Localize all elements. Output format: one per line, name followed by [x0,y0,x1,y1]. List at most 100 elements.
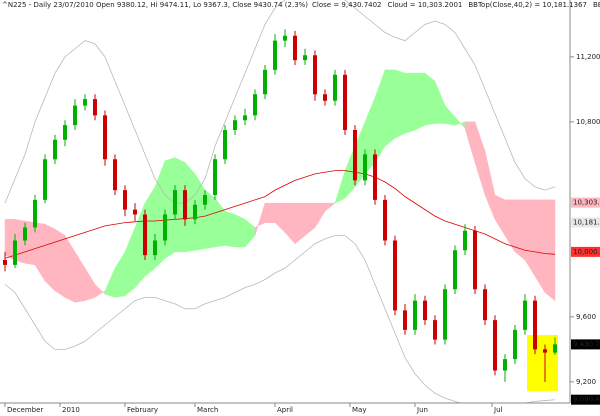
candle-body [553,344,557,353]
x-tick-label: 2010 [62,406,80,414]
cloud-segment [434,81,446,124]
cloud-segment [124,227,136,297]
y-tick-label: 9,200 [576,378,596,386]
candle-body [123,190,127,210]
candle-body [53,139,57,160]
candle-body [533,300,537,350]
value-tag-box [571,197,600,208]
candle-body [33,199,37,228]
candle-body [243,115,247,121]
candle-body [283,35,287,41]
candle-body [3,260,7,265]
cloud-segment [414,72,426,131]
x-tick-label: May [352,406,366,414]
candle-body [233,120,237,130]
cloud-segment [114,250,126,298]
x-tick-label: March [197,406,218,414]
cloud-segment [524,199,536,278]
cloud-segment [234,214,246,248]
candle-body [513,329,517,360]
cloud-segment [264,202,276,223]
candle-body [143,214,147,256]
candle-body [183,190,187,220]
bb-top-line [4,0,556,204]
legend-entry: Cloud = 10,303.2001 [388,1,463,9]
candle-body [273,40,277,70]
cloud-segment [424,72,436,126]
value-tag-label: 10,000.0 [573,248,600,256]
cloud-segment [454,116,466,130]
cloud-segment [444,104,456,126]
candle-body [313,55,317,95]
candle-body [173,190,177,215]
value-tag-box [571,394,600,405]
candle-body [423,300,427,321]
cloud-segment [334,170,346,204]
candle-body [293,35,297,61]
value-tag-label: 9,090.42 [573,396,600,404]
cloud-segment [94,283,106,298]
candle-body [353,130,357,181]
x-tick-label: April [277,406,293,414]
cloud-segment [544,199,556,302]
candle-body [223,130,227,160]
candle-body [203,195,207,205]
cloud-segment [494,194,506,237]
cloud-segment [254,203,266,236]
plot-area [3,0,558,403]
cloud-segment [304,202,316,237]
candle-body [43,159,47,200]
candle-body [393,240,397,311]
candle-body [323,94,327,101]
x-tick-label: February [127,406,158,414]
y-tick-label: 10,800 [576,118,600,126]
x-tick-label: Jun [416,406,428,414]
candle-body [343,74,347,130]
bb-bottom-line [4,235,556,403]
cloud-segment [44,223,56,292]
candle-body [113,159,117,191]
cloud-segment [464,121,476,163]
candle-body [213,159,217,195]
legend-entry: BBTop(Close,40,2) = 10,181.1367 [468,1,587,9]
y-tick-label: 9,600 [576,313,596,321]
value-tag-label: 10,181.1 [573,218,600,226]
candle-body [483,289,487,321]
candle-body [303,55,307,61]
cloud-segment [484,151,496,220]
candle-body [523,300,527,330]
candle-body [403,310,407,330]
candle-body [453,250,457,290]
cloud-segment [244,218,256,248]
cloud-segment [514,199,526,261]
value-tag-box [571,217,600,228]
cloud-segment [34,222,46,283]
y-tick-label: 11,200 [576,53,600,61]
candle-body [23,227,27,241]
cloud-segment [534,199,546,294]
cloud-segment [374,69,386,164]
candle-body [413,300,417,330]
ema-line [4,170,556,259]
cloud-segment [274,202,286,233]
candle-body [543,349,547,353]
candle-body [463,230,467,251]
value-tag-label: 9,430.74 [573,340,600,348]
candle-body [93,99,97,116]
cloud-segment [224,210,236,248]
candle-body [493,320,497,371]
cloud-segment [74,250,86,303]
cloud-segment [384,69,396,147]
candle-body [383,199,387,241]
candle-body [63,125,67,140]
candle-body [433,320,437,340]
candle-body [133,209,137,215]
value-tag-box [571,339,600,350]
candle-body [153,240,157,256]
candle-body [503,359,507,371]
candle-body [83,99,87,106]
cloud-segment [324,202,336,212]
chart-title: ^N225 - Daily 23/07/2010 Open 9380.12, H… [2,1,308,9]
candle-body [13,240,17,265]
